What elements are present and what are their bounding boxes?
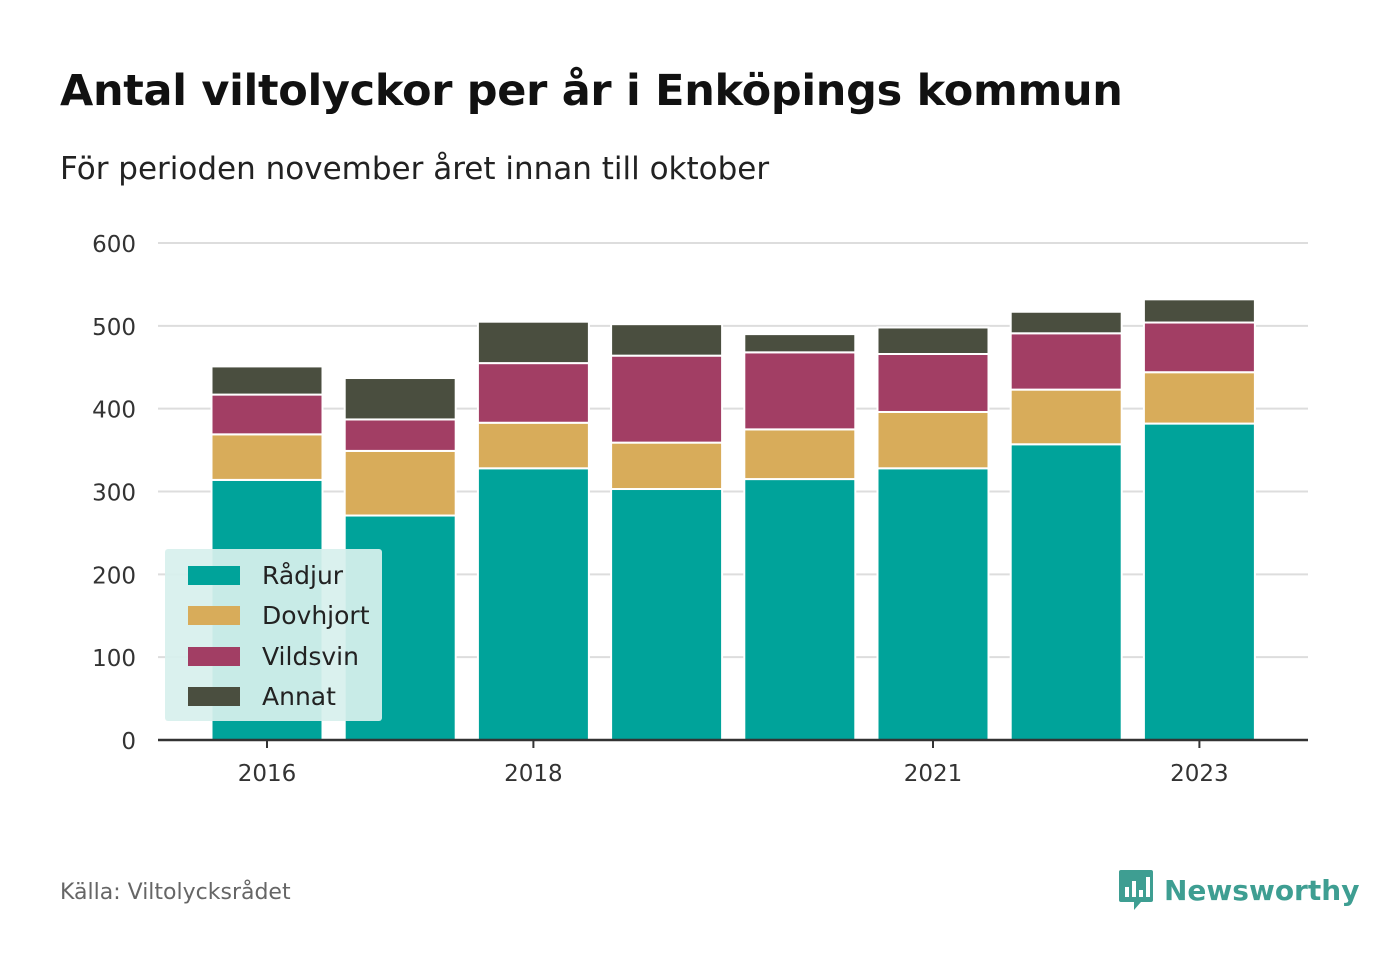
bar-segment-dovhjort-2019 <box>610 441 724 491</box>
bar-segment-annat-2021 <box>876 326 990 355</box>
legend-swatch <box>188 646 240 666</box>
x-tick-label: 2016 <box>238 761 297 787</box>
source-note: Källa: Viltolycksrådet <box>60 880 291 905</box>
bar-segment-annat-2016 <box>210 365 324 396</box>
brand-name: Newsworthy <box>1164 873 1360 907</box>
chart-title: Antal viltolyckor per år i Enköpings kom… <box>60 66 1123 116</box>
legend-label: Dovhjort <box>262 601 370 630</box>
bar-segment-dovhjort-2017 <box>343 449 457 517</box>
brand-logo: Newsworthy <box>1118 868 1359 912</box>
bar-segment-rådjur-2021 <box>876 467 990 741</box>
bar-segment-dovhjort-2020 <box>743 428 857 481</box>
x-tick-label: 2018 <box>504 761 563 787</box>
bar-segment-rådjur-2019 <box>610 488 724 742</box>
bar-segment-dovhjort-2021 <box>876 410 990 470</box>
bar-segment-rådjur-2023 <box>1142 422 1256 741</box>
bar-segment-dovhjort-2023 <box>1142 371 1256 425</box>
legend-item-vildsvin: Vildsvin <box>188 636 359 676</box>
bar-segment-dovhjort-2018 <box>476 421 590 470</box>
bar-segment-annat-2020 <box>743 333 857 354</box>
bar-chart-speech-bubble-icon <box>1119 870 1153 910</box>
bar-segment-vildsvin-2021 <box>876 352 990 413</box>
chart-legend: Rådjur Dovhjort Vildsvin Annat <box>165 549 382 721</box>
bar-segment-vildsvin-2019 <box>610 354 724 444</box>
chart-subtitle: För perioden november året innan till ok… <box>60 151 770 187</box>
x-tick-label: 2023 <box>1170 761 1229 787</box>
bar-segment-vildsvin-2022 <box>1009 332 1123 391</box>
bar-segment-vildsvin-2017 <box>343 418 457 452</box>
bar-segment-rådjur-2022 <box>1009 443 1123 741</box>
bar-segment-annat-2022 <box>1009 310 1123 335</box>
legend-swatch <box>188 606 240 625</box>
legend-item-rådjur: Rådjur <box>188 555 343 595</box>
y-tick-label: 0 <box>121 729 136 755</box>
legend-label: Rådjur <box>262 560 344 590</box>
bar-segment-vildsvin-2020 <box>743 351 857 431</box>
bar-segment-annat-2018 <box>476 320 590 365</box>
bar-segment-dovhjort-2022 <box>1009 388 1123 446</box>
bar-segment-annat-2019 <box>610 323 724 357</box>
legend-item-dovhjort: Dovhjort <box>188 596 370 636</box>
legend-swatch <box>188 687 240 706</box>
y-tick-label: 200 <box>92 563 136 589</box>
bar-segment-rådjur-2020 <box>743 478 857 741</box>
bar-segment-vildsvin-2018 <box>476 362 590 424</box>
legend-label: Vildsvin <box>262 641 359 671</box>
bar-segment-vildsvin-2023 <box>1142 321 1256 374</box>
bar-segment-annat-2023 <box>1142 298 1256 324</box>
bar-segment-annat-2017 <box>343 377 457 421</box>
y-tick-label: 100 <box>92 646 136 672</box>
y-tick-label: 600 <box>92 232 136 258</box>
x-tick-label: 2021 <box>904 761 963 787</box>
legend-item-annat: Annat <box>188 677 336 717</box>
legend-swatch <box>188 565 240 585</box>
y-tick-label: 300 <box>92 481 136 507</box>
bar-segment-rådjur-2018 <box>476 467 590 741</box>
legend-label: Annat <box>262 682 336 711</box>
y-tick-label: 400 <box>92 398 136 424</box>
bar-segment-vildsvin-2016 <box>210 393 324 436</box>
bar-segment-dovhjort-2016 <box>210 433 324 481</box>
y-tick-label: 500 <box>92 315 136 341</box>
